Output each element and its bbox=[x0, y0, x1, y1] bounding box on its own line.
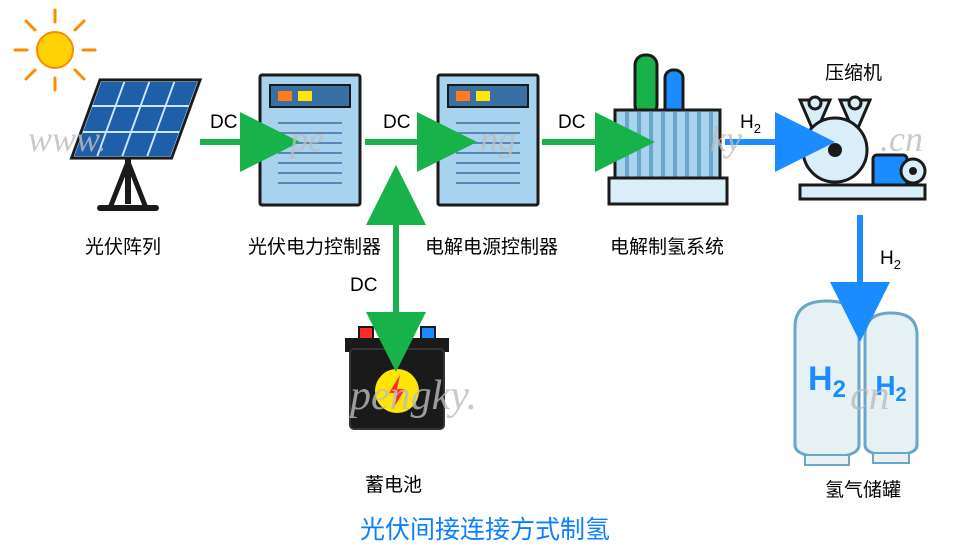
diagram-svg: H2 H2 bbox=[0, 0, 960, 550]
storage-tank-icon: H2 H2 bbox=[795, 301, 917, 465]
battery-icon bbox=[345, 327, 449, 429]
arrow-label-4: DC bbox=[350, 275, 377, 297]
electrolyser-icon bbox=[609, 55, 727, 204]
ps-controller-icon bbox=[438, 75, 538, 205]
ps-controller-label: 电解电源控制器 bbox=[425, 232, 558, 259]
arrow-label-2: DC bbox=[558, 112, 585, 134]
sun-icon bbox=[15, 10, 95, 90]
electrolyser-label: 电解制氢系统 bbox=[610, 232, 724, 259]
diagram-stage: { "canvas":{"w":960,"h":550,"background"… bbox=[0, 0, 960, 550]
arrow-label-0: DC bbox=[210, 112, 237, 134]
pv-controller-icon bbox=[260, 75, 360, 205]
storage-label: 氢气储罐 bbox=[825, 475, 901, 502]
diagram-title: 光伏间接连接方式制氢 bbox=[360, 510, 610, 546]
compressor-label: 压缩机 bbox=[825, 58, 882, 85]
compressor-icon bbox=[800, 97, 925, 199]
solar-panel-icon bbox=[72, 80, 200, 208]
arrow-label-3: H2 bbox=[740, 112, 761, 136]
battery-label: 蓄电池 bbox=[365, 470, 422, 497]
arrow-label-5: H2 bbox=[880, 248, 901, 272]
arrow-label-1: DC bbox=[383, 112, 410, 134]
pv-controller-label: 光伏电力控制器 bbox=[248, 232, 381, 259]
solar-label: 光伏阵列 bbox=[85, 232, 161, 259]
